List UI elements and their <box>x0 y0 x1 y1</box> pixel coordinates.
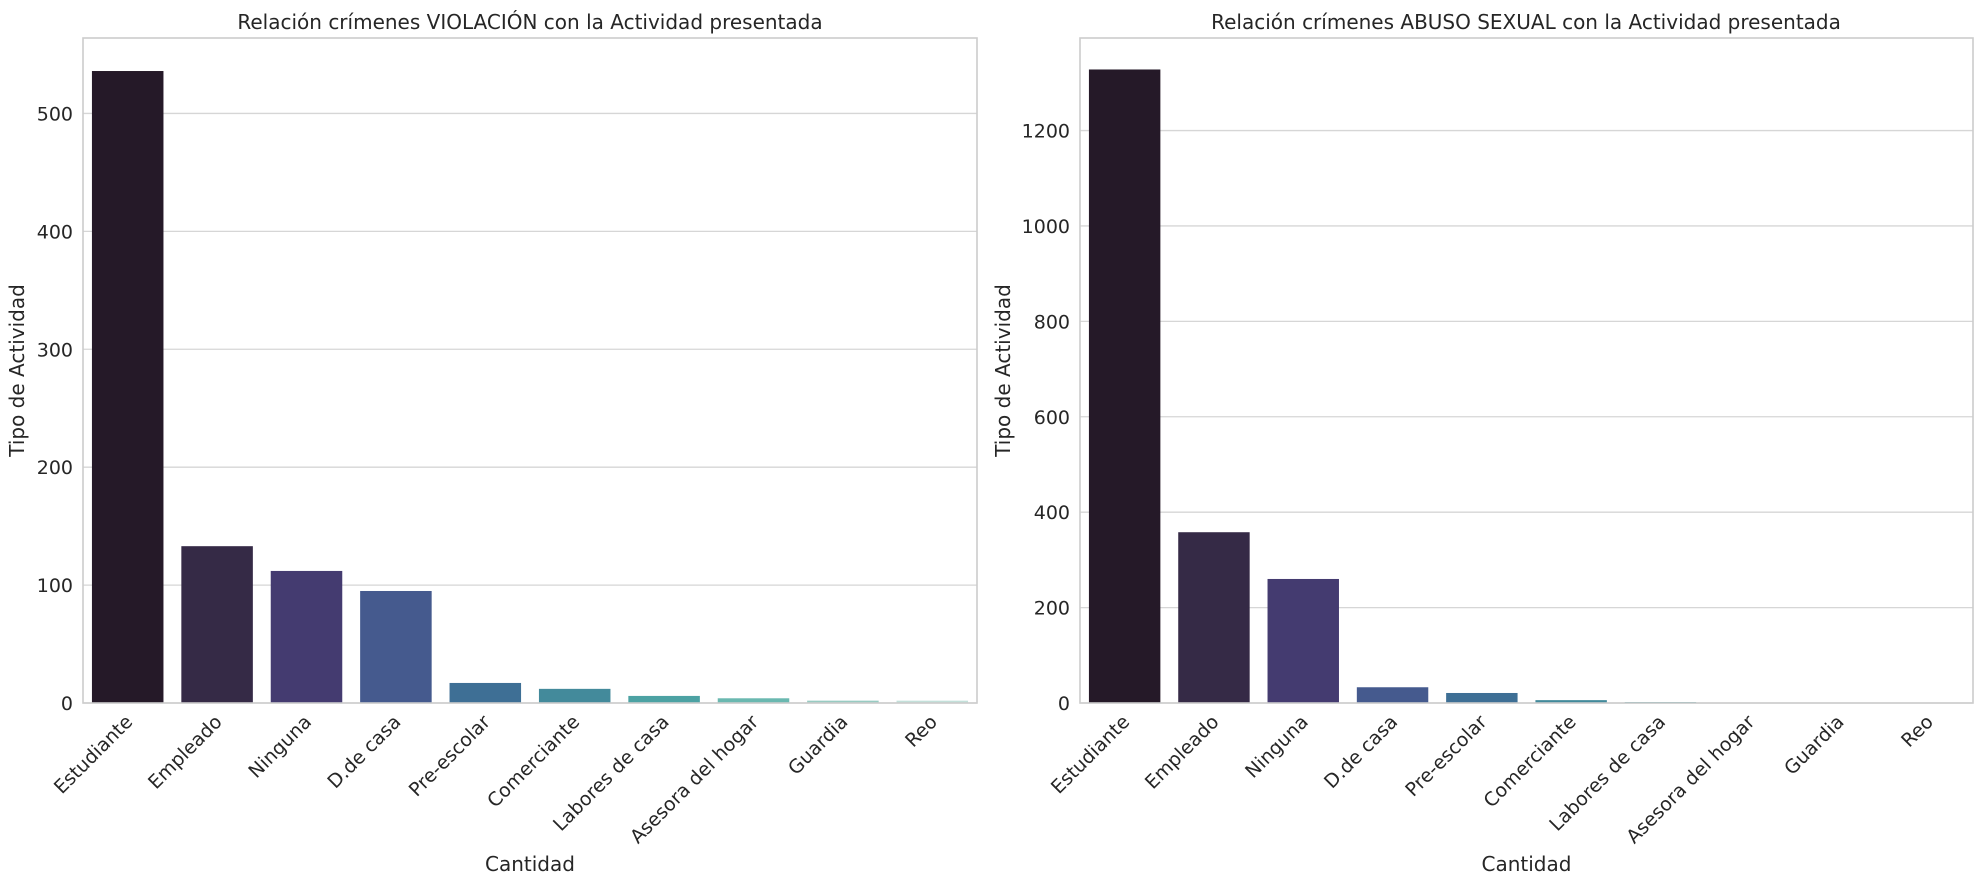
chart-abuso-sexual: 0 200 400 600 800 1000 1200 Estudiante Empleado N… <box>991 10 1974 876</box>
bar-reo <box>896 700 969 703</box>
y-tick-label: 100 <box>37 575 73 597</box>
bar-asesora-del-hogar <box>717 698 790 703</box>
y-tick-label: 1000 <box>1022 216 1070 238</box>
bar-empleado <box>1178 532 1250 703</box>
y-axis-label: Tipo de Actividad <box>5 284 29 458</box>
bar-d-de-casa <box>360 590 432 703</box>
x-tick-label: Comerciante <box>483 711 584 812</box>
x-tick-label: D.de casa <box>1320 711 1402 793</box>
x-tick-label: D.de casa <box>323 711 405 793</box>
y-tick-label: 400 <box>37 221 73 243</box>
bar-comerciante <box>1535 700 1607 703</box>
chart-title: Relación crímenes VIOLACIÓN con la Activ… <box>237 10 822 34</box>
y-tick-label: 0 <box>1058 693 1070 715</box>
bar-pre-escolar <box>449 682 522 703</box>
x-tick-label: Empleado <box>144 711 227 794</box>
x-tick-label: Pre-escolar <box>1401 711 1491 801</box>
y-tick-label: 300 <box>37 339 73 361</box>
x-tick-label: Reo <box>1897 711 1938 752</box>
x-tick-label: Estudiante <box>50 711 137 798</box>
y-tick-label: 600 <box>1034 407 1070 429</box>
y-tick-label: 400 <box>1034 502 1070 524</box>
bar-empleado <box>181 546 253 703</box>
chart-violacion: 0 100 200 300 400 500 Estudiante Empleado Ningun… <box>5 10 978 876</box>
chart-title: Relación crímenes ABUSO SEXUAL con la Ac… <box>1211 10 1841 34</box>
bar-labores-de-casa <box>628 695 700 703</box>
y-tick-label: 500 <box>37 103 73 125</box>
y-axis-label: Tipo de Actividad <box>991 284 1015 458</box>
bar-estudiante <box>1088 69 1161 704</box>
x-tick-label: Guardia <box>1780 711 1849 780</box>
bar-d-de-casa <box>1356 687 1429 703</box>
y-tick-label: 800 <box>1034 311 1070 333</box>
y-tick-label: 1200 <box>1022 121 1070 143</box>
bar-pre-escolar <box>1446 692 1518 703</box>
x-tick-label: Estudiante <box>1047 711 1134 798</box>
x-axis-label: Cantidad <box>1482 852 1572 876</box>
bar-ninguna <box>270 570 343 703</box>
bar-guardia <box>807 700 879 703</box>
x-tick-label: Ninguna <box>244 711 316 783</box>
x-tick-label: Comerciante <box>1480 711 1581 812</box>
x-tick-label: Pre-escolar <box>405 711 495 801</box>
x-tick-label: Reo <box>901 711 942 752</box>
x-axis-label: Cantidad <box>485 852 575 876</box>
x-tick-label: Empleado <box>1141 711 1224 794</box>
plot-frame <box>82 37 978 704</box>
y-tick-label: 0 <box>61 693 73 715</box>
y-tick-label: 200 <box>37 457 73 479</box>
bar-comerciante <box>538 688 611 703</box>
plot-frame <box>1079 37 1974 704</box>
bar-estudiante <box>91 71 164 704</box>
x-tick-label: Ninguna <box>1241 711 1313 783</box>
x-tick-label: Guardia <box>784 711 853 780</box>
y-tick-label: 200 <box>1034 598 1070 620</box>
bar-ninguna <box>1267 578 1339 703</box>
